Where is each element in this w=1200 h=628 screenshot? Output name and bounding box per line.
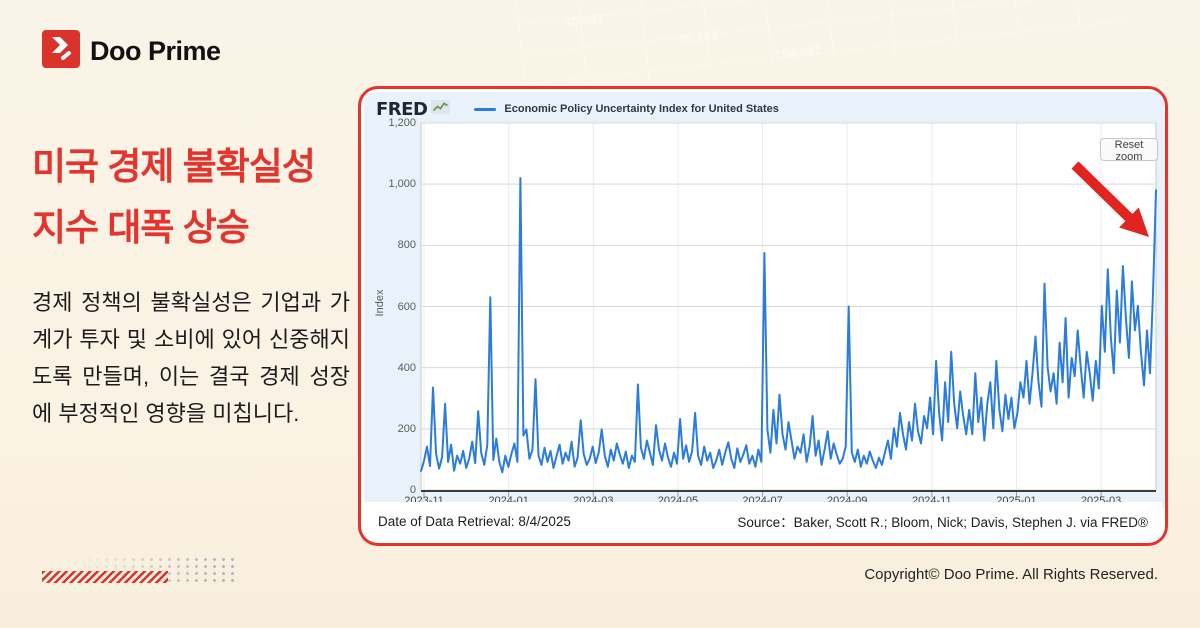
fred-chart-container: FRED Economic Policy Uncertainty Index f… [364, 92, 1168, 508]
legend-line-swatch [474, 107, 497, 111]
headline: 미국 경제 불확실성 지수 대폭 상승 [32, 136, 316, 258]
y-tick-label: 200 [397, 422, 416, 435]
y-tick-label: 800 [397, 239, 416, 252]
background-watermark: 40,497 62,269 104,021 [515, 0, 1133, 94]
y-tick-label: 400 [397, 361, 416, 374]
doo-prime-logo-icon [42, 30, 80, 73]
retrieval-date-text: Date of Data Retrieval: 8/4/2025 [378, 513, 571, 529]
chart-card-inner: FRED Economic Policy Uncertainty Index f… [364, 92, 1165, 540]
reset-zoom-button[interactable]: Reset zoom [1100, 138, 1158, 163]
chart-plot-area[interactable] [364, 92, 1168, 508]
legend-label: Economic Policy Uncertainty Index for Un… [504, 103, 779, 115]
brand-name: Doo Prime [90, 36, 221, 66]
fred-sparkline-icon [431, 99, 451, 119]
fred-logo-text: FRED [376, 98, 428, 120]
headline-line-1: 미국 경제 불확실성 [32, 146, 316, 187]
headline-line-2: 지수 대폭 상승 [32, 207, 250, 248]
copyright-text: Copyright© Doo Prime. All Rights Reserve… [864, 566, 1158, 583]
watermark-number: 40,497 [563, 10, 605, 30]
y-tick-label: 1,200 [388, 117, 416, 129]
y-tick-label: 600 [397, 300, 416, 313]
chart-header: FRED Economic Policy Uncertainty Index f… [376, 98, 779, 120]
brand-logo: Doo Prime [42, 30, 221, 73]
chart-card-footer: Date of Data Retrieval: 8/4/2025 Source：… [364, 502, 1162, 540]
body-text: 경제 정책의 불확실성은 기업과 가계가 투자 및 소비에 있어 신중해지도록 … [32, 290, 350, 426]
striped-bar-decoration [42, 571, 168, 583]
source-text: Source：Baker, Scott R.; Bloom, Nick; Dav… [737, 515, 1148, 530]
watermark-number: 62,269 [677, 27, 719, 47]
watermark-number: 104,021 [773, 42, 823, 63]
chart-legend: Economic Policy Uncertainty Index for Un… [474, 103, 779, 115]
y-tick-label: 1,000 [388, 178, 416, 191]
y-tick-label: 0 [409, 484, 416, 496]
fred-chart-card: FRED Economic Policy Uncertainty Index f… [358, 86, 1168, 546]
